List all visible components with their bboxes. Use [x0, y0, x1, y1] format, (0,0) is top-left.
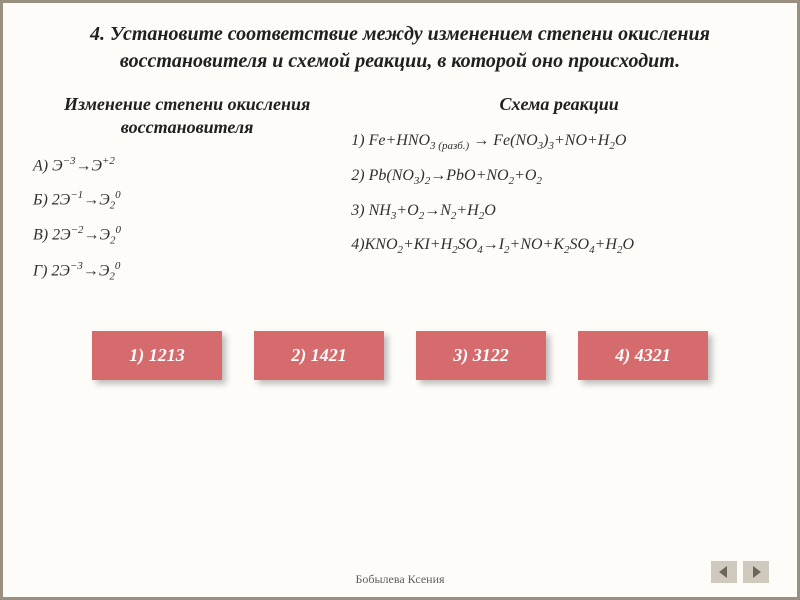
prev-button[interactable] — [711, 561, 737, 583]
right-item: 3) NH3+O2→N2+H2O — [351, 200, 767, 225]
right-heading: Схема реакции — [351, 93, 767, 116]
right-item: 1) Fe+HNO3 (разб.) → Fe(NO3)3+NO+H2O — [351, 130, 767, 155]
arrow-right-icon — [749, 565, 763, 579]
right-item: 2) Pb(NO3)2→PbO+NO2+O2 — [351, 165, 767, 190]
left-column: Изменение степени окисления восстановите… — [33, 93, 341, 295]
question-title: 4. Установите соответствие между изменен… — [33, 21, 767, 75]
left-item: Г) 2Э−3→Э20 — [33, 259, 341, 285]
option-button-2[interactable]: 2) 1421 — [254, 331, 384, 380]
option-button-4[interactable]: 4) 4321 — [578, 331, 708, 380]
columns: Изменение степени окисления восстановите… — [33, 93, 767, 295]
slide: 4. Установите соответствие между изменен… — [0, 0, 800, 600]
right-column: Схема реакции 1) Fe+HNO3 (разб.) → Fe(NO… — [351, 93, 767, 295]
nav-buttons — [711, 561, 769, 583]
next-button[interactable] — [743, 561, 769, 583]
left-item: А) Э−3→Э+2 — [33, 154, 341, 178]
option-button-3[interactable]: 3) 3122 — [416, 331, 546, 380]
footer-author: Бобылева Ксения — [3, 572, 797, 587]
answer-options: 1) 1213 2) 1421 3) 3122 4) 4321 — [33, 331, 767, 380]
arrow-left-icon — [717, 565, 731, 579]
option-button-1[interactable]: 1) 1213 — [92, 331, 222, 380]
left-item: Б) 2Э−1→Э20 — [33, 188, 341, 214]
left-heading: Изменение степени окисления восстановите… — [33, 93, 341, 140]
left-item: В) 2Э−2→Э20 — [33, 223, 341, 249]
right-item: 4)KNO2+KI+H2SO4→I2+NO+K2SO4+H2O — [351, 234, 767, 259]
